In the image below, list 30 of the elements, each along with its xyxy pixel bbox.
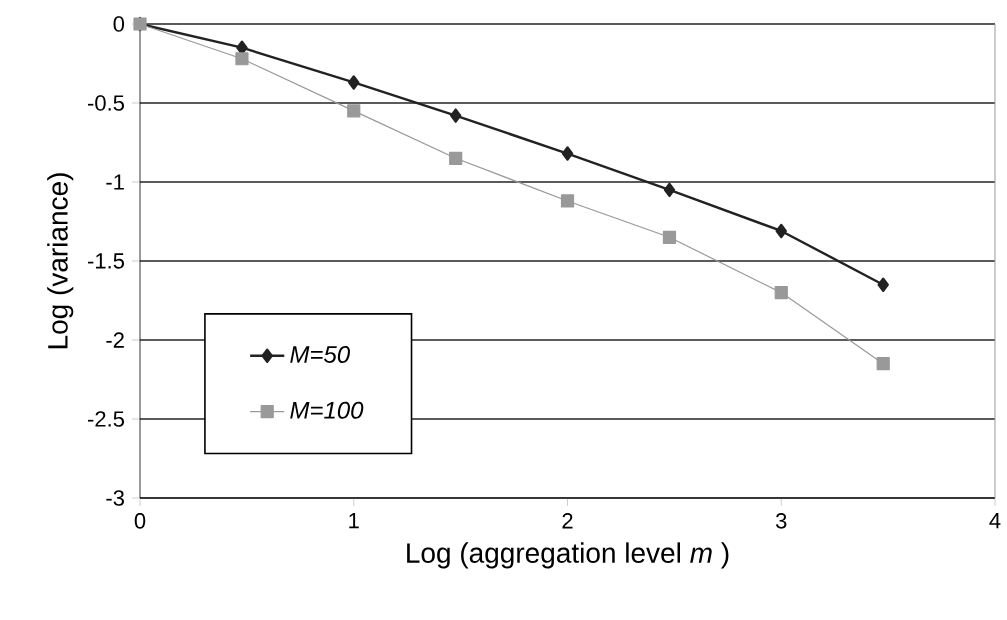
point — [235, 52, 249, 66]
x-tick-label: 1 — [349, 513, 359, 529]
point — [877, 277, 889, 292]
point — [450, 108, 462, 123]
y-tick-label: -1 — [106, 174, 124, 190]
y-tick-label: -1.5 — [88, 253, 124, 269]
point — [449, 151, 463, 165]
point — [662, 230, 677, 244]
point — [236, 40, 248, 55]
y-tick-label: -2.5 — [88, 411, 124, 427]
point — [347, 104, 361, 118]
x-tick-label: 2 — [562, 513, 573, 529]
point — [348, 75, 360, 90]
point — [663, 182, 676, 198]
legend-label: M=100 — [290, 401, 364, 419]
point — [876, 357, 890, 371]
x-axis-title: Log (aggregation level m ) — [407, 542, 729, 569]
y-axis-title: Log (variance) — [47, 173, 74, 349]
y-tick-label: -0.5 — [88, 95, 124, 111]
point — [775, 223, 787, 239]
point — [774, 285, 788, 300]
x-tick-label: 3 — [775, 513, 787, 529]
point — [560, 194, 575, 208]
x-tick-label: 4 — [989, 513, 1001, 529]
point — [561, 146, 574, 161]
x-tick-label: 0 — [134, 513, 146, 529]
y-tick-label: -3 — [106, 490, 124, 506]
legend-label: M=50 — [290, 345, 350, 363]
y-tick-label: 0 — [113, 16, 125, 32]
y-tick-label: -2 — [106, 332, 124, 348]
